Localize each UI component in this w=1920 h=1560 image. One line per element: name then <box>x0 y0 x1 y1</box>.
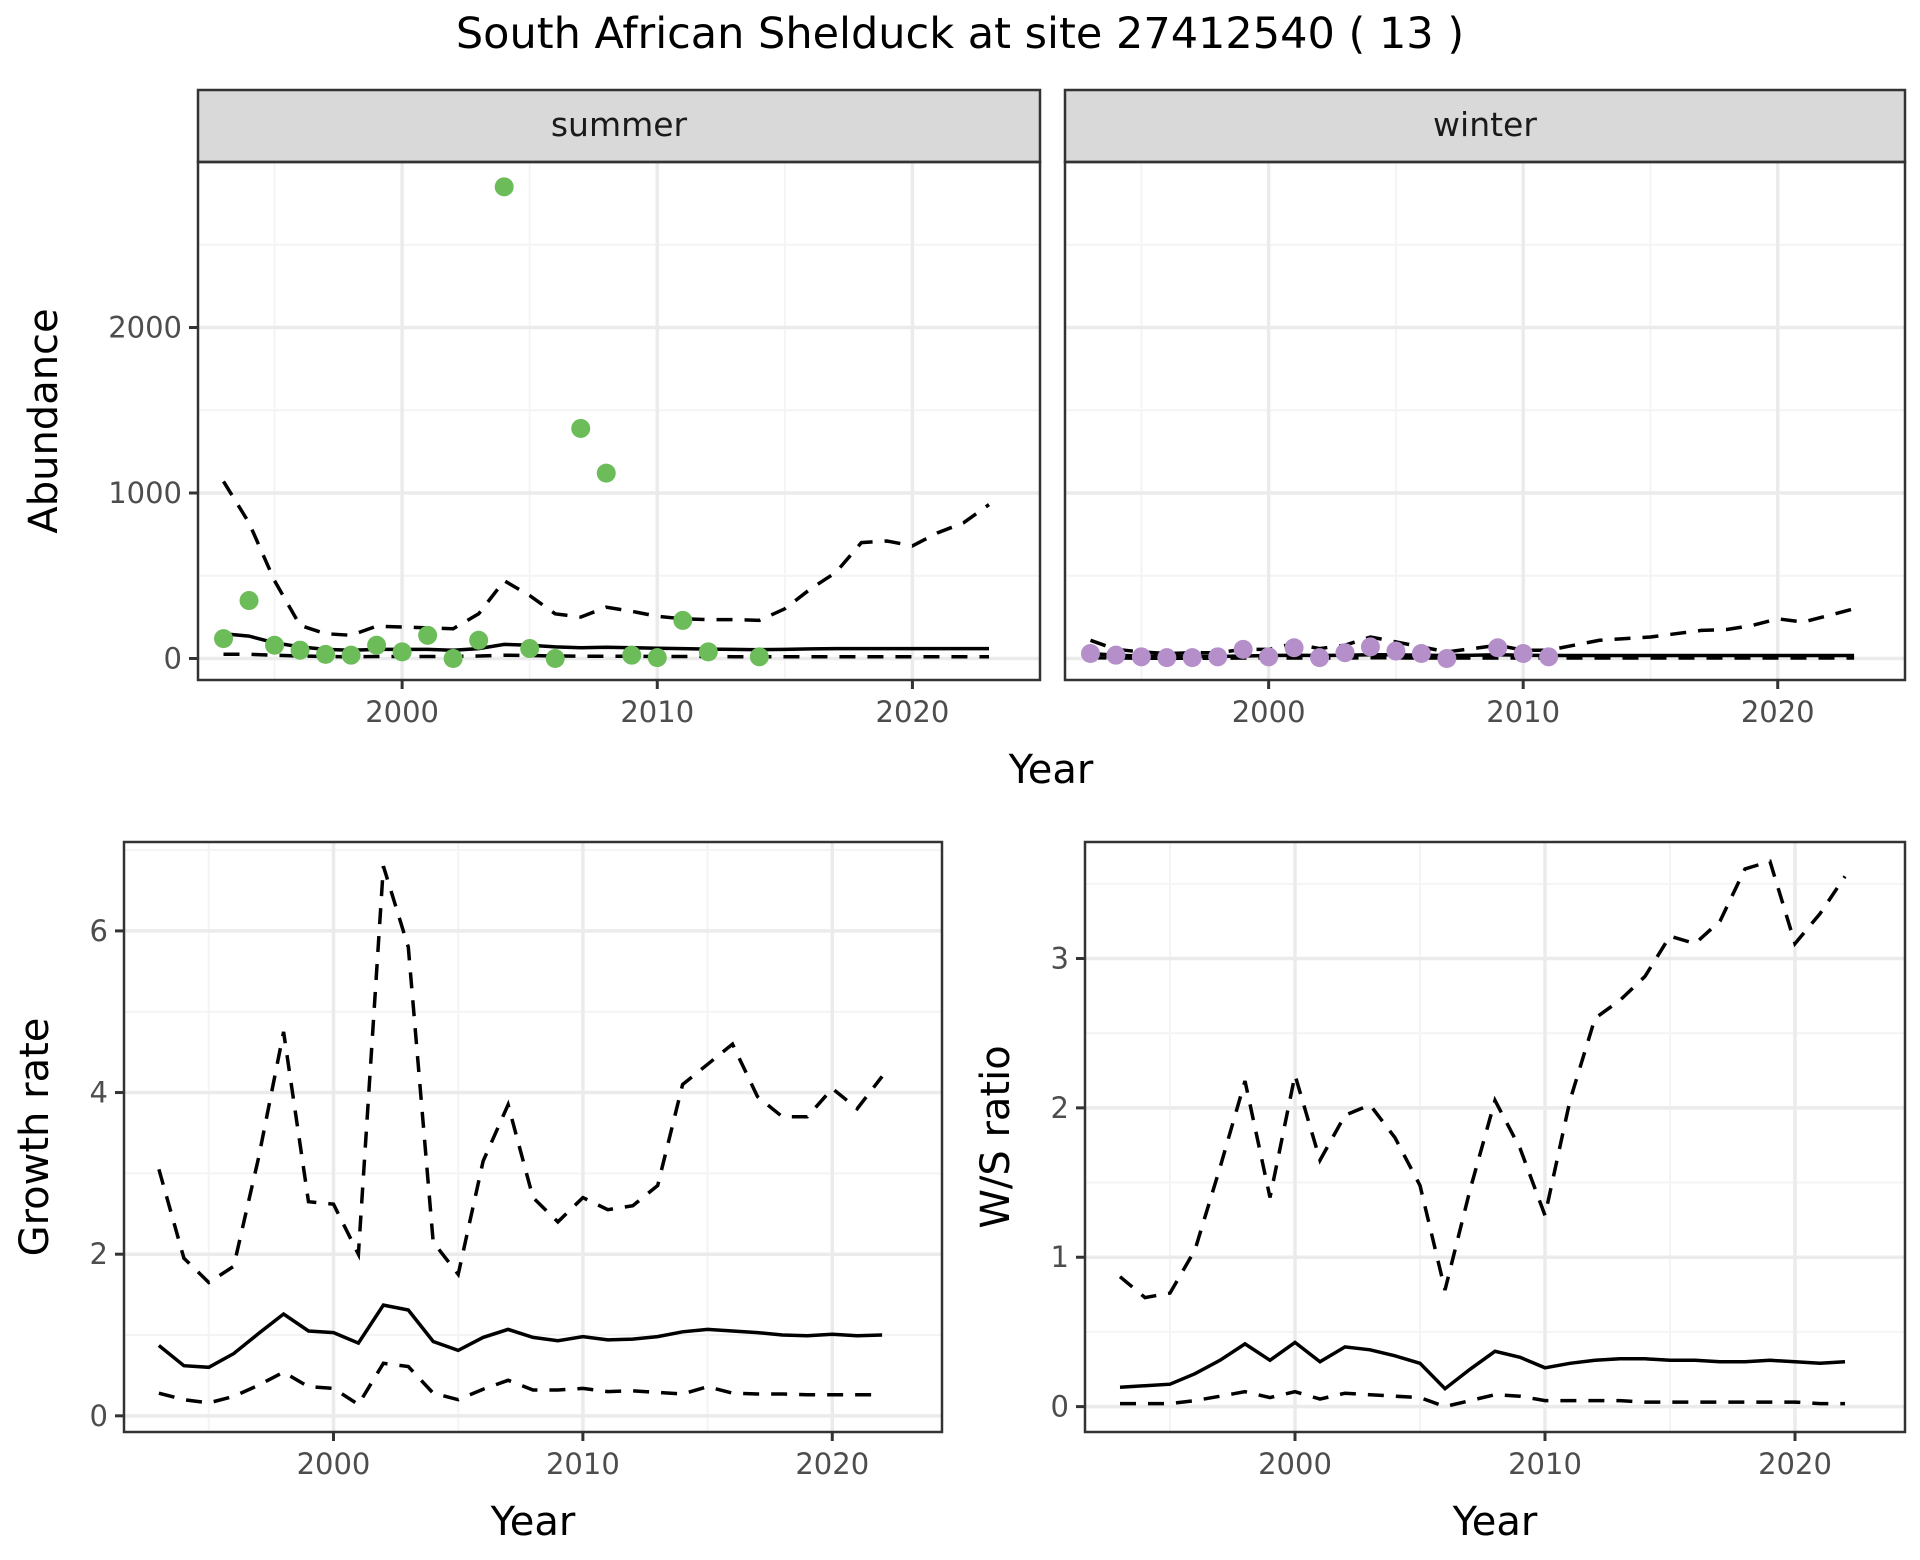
growth-y-tick-label: 4 <box>90 1076 108 1110</box>
abundance-winter-upper-line <box>1089 607 1855 656</box>
growth-x-tick-label: 2010 <box>546 1447 620 1481</box>
abundance-winter-x-tick-label: 2000 <box>1232 695 1306 729</box>
abundance-summer-point <box>367 635 387 655</box>
abundance-winter-point <box>1106 645 1126 665</box>
growth-lower-line <box>158 1361 883 1407</box>
growth-upper-line <box>157 865 884 1285</box>
abundance-summer-point <box>673 610 693 630</box>
abundance-summer-point <box>392 642 412 662</box>
abundance-summer-point <box>647 648 667 668</box>
abundance-summer-point <box>341 645 361 665</box>
abundance-winter-x-tick-label: 2010 <box>1486 695 1560 729</box>
abundance-winter-point <box>1182 648 1202 668</box>
abundance-winter-point <box>1539 647 1559 667</box>
growth-mean-line <box>157 1303 883 1370</box>
ws_ratio-lower-line <box>1120 1389 1845 1409</box>
ws_ratio-y-tick-label: 0 <box>1051 1390 1069 1424</box>
abundance-summer-point <box>520 639 540 659</box>
abundance-summer-point <box>418 625 438 645</box>
ws_ratio-x-tick-label: 2010 <box>1508 1447 1582 1481</box>
abundance-summer-point <box>571 418 591 438</box>
abundance-y-axis-title: Abundance <box>21 308 67 533</box>
ws_ratio-x-axis-title: Year <box>1452 1499 1538 1545</box>
abundance-winter-point <box>1310 648 1330 668</box>
abundance-summer-y-tick-label: 1000 <box>108 476 182 510</box>
abundance-x-axis-title: Year <box>1008 747 1094 793</box>
abundance-summer-point <box>239 591 259 611</box>
abundance-summer-point <box>698 642 718 662</box>
chart-title: South African Shelduck at site 27412540 … <box>456 9 1464 59</box>
abundance-winter-border <box>1063 160 1907 682</box>
abundance-winter-point <box>1513 644 1533 664</box>
abundance-summer-point <box>596 463 616 483</box>
abundance-summer-strip <box>196 88 1042 164</box>
ws_ratio-border <box>1083 840 1907 1434</box>
abundance-summer-x-tick-label: 2000 <box>365 695 439 729</box>
abundance-summer-point <box>290 640 310 660</box>
abundance-summer-point <box>545 648 565 668</box>
abundance-summer-x-tick-label: 2020 <box>876 695 950 729</box>
abundance-summer-upper-line <box>222 480 991 638</box>
abundance-summer-point <box>749 647 769 667</box>
abundance-winter-point <box>1233 639 1253 659</box>
abundance-summer-panel-bg <box>198 162 1040 680</box>
abundance-summer-point <box>622 645 642 665</box>
abundance-winter-point <box>1284 638 1304 658</box>
abundance-summer-point <box>494 177 514 197</box>
abundance-summer-point <box>214 629 234 649</box>
abundance-summer-point <box>469 630 489 650</box>
abundance-winter-point <box>1335 643 1355 663</box>
abundance-winter-point <box>1080 644 1100 664</box>
abundance-summer-point <box>443 648 463 668</box>
abundance-summer-strip-label: summer <box>551 105 688 144</box>
abundance-summer-point <box>265 635 285 655</box>
abundance-winter-point <box>1411 644 1431 664</box>
ws_ratio-upper-line <box>1118 859 1847 1300</box>
abundance-winter-point <box>1259 647 1279 667</box>
ws_ratio-x-tick-label: 2020 <box>1758 1447 1832 1481</box>
growth-x-tick-label: 2000 <box>297 1447 371 1481</box>
abundance-winter-panel: 2000 2010 2020 winter <box>1063 88 1907 729</box>
ws_ratio-panel: 2000 2010 2020 0 1 2 3 <box>1051 840 1907 1481</box>
abundance-winter-panel-bg <box>1065 162 1905 680</box>
growth-y-tick-label: 0 <box>90 1399 108 1433</box>
abundance-winter-x-tick-label: 2020 <box>1741 695 1815 729</box>
abundance-winter-point <box>1360 637 1380 657</box>
ws_ratio-y-tick-label: 3 <box>1051 942 1069 976</box>
ws_ratio-panel-bg <box>1085 842 1905 1432</box>
growth-border <box>122 840 944 1434</box>
growth-y-axis-title: Growth rate <box>12 1018 58 1257</box>
abundance-winter-point <box>1131 647 1151 667</box>
abundance-summer-border <box>196 160 1042 682</box>
growth-y-tick-label: 6 <box>90 914 108 948</box>
growth-panel: 2000 2010 2020 0 2 4 6 <box>90 840 944 1481</box>
ws_ratio-y-tick-label: 1 <box>1051 1240 1069 1274</box>
abundance-winter-point <box>1386 641 1406 661</box>
growth-x-tick-label: 2020 <box>795 1447 869 1481</box>
ws_ratio-mean-line <box>1119 1340 1846 1392</box>
ws_ratio-y-axis-title: W/S ratio <box>973 1045 1019 1228</box>
ws_ratio-x-tick-label: 2000 <box>1258 1447 1332 1481</box>
abundance-winter-point <box>1157 648 1177 668</box>
growth-y-tick-label: 2 <box>90 1237 108 1271</box>
abundance-winter-point <box>1437 648 1457 668</box>
abundance-summer-x-tick-label: 2010 <box>620 695 694 729</box>
abundance-winter-point <box>1488 638 1508 658</box>
abundance-summer-y-tick-label: 2000 <box>108 310 182 344</box>
abundance-winter-strip <box>1063 88 1907 164</box>
abundance-summer-point <box>316 644 336 664</box>
abundance-summer-y-tick-label: 0 <box>164 641 182 675</box>
abundance-summer-panel: 2000 2010 2020 0 1000 2000 summer <box>108 88 1042 729</box>
abundance-winter-strip-label: winter <box>1433 105 1537 144</box>
abundance-winter-point <box>1208 647 1228 667</box>
growth-x-axis-title: Year <box>490 1499 576 1545</box>
ws_ratio-y-tick-label: 2 <box>1051 1091 1069 1125</box>
